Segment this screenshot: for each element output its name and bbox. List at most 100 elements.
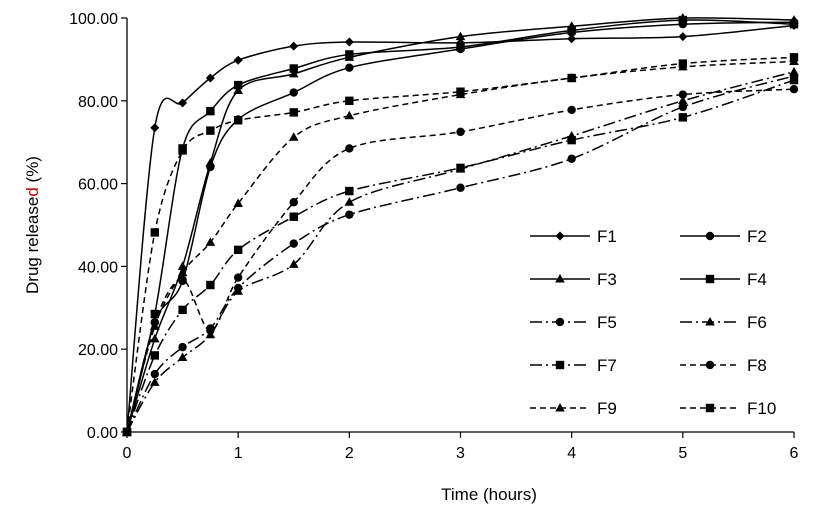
data-point <box>233 80 243 90</box>
legend-label: F1 <box>597 227 617 246</box>
data-point <box>345 63 354 72</box>
x-tick-label: 5 <box>678 445 687 462</box>
data-point <box>567 135 576 145</box>
data-point <box>289 198 298 207</box>
legend: F1 F2 F3 F4 F5 F6 F7 F8 F9 F10 <box>530 227 776 418</box>
x-axis-title: Time (hours) <box>441 485 537 504</box>
data-point <box>206 280 215 290</box>
legend-label: F8 <box>747 356 767 375</box>
legend-entry-f1: F1 <box>530 227 617 246</box>
data-point <box>149 333 160 343</box>
series-f1 <box>122 20 799 437</box>
series-line <box>126 56 795 433</box>
x-tick-label: 1 <box>234 445 243 462</box>
legend-marker <box>705 274 715 284</box>
data-point <box>345 210 354 219</box>
legend-entry-f7: F7 <box>530 356 617 375</box>
x-tick-label: 0 <box>123 445 132 462</box>
x-tick-label: 4 <box>567 445 576 462</box>
data-point <box>205 237 216 246</box>
data-point <box>567 73 576 83</box>
data-point <box>177 261 188 270</box>
data-point <box>678 32 688 42</box>
legend-entry-f6: F6 <box>680 313 767 332</box>
data-point <box>233 85 243 94</box>
data-point <box>344 197 355 206</box>
data-point <box>233 55 243 65</box>
legend-entry-f10: F10 <box>680 399 776 418</box>
legend-marker <box>705 317 715 326</box>
series-line <box>126 88 795 433</box>
data-point <box>233 245 243 255</box>
y-axis-title-part: Drug relea <box>23 214 42 294</box>
data-point <box>345 50 354 59</box>
data-point <box>150 369 159 379</box>
series-line <box>126 71 795 433</box>
y-tick-label: 20.00 <box>78 342 118 359</box>
legend-entry-f4: F4 <box>680 270 767 289</box>
data-point <box>289 41 299 51</box>
legend-entry-f2: F2 <box>680 227 767 246</box>
data-point <box>456 87 465 96</box>
data-point <box>178 98 188 108</box>
y-tick-label: 40.00 <box>78 259 118 276</box>
y-tick-label: 60.00 <box>78 177 118 194</box>
data-point <box>789 75 799 85</box>
y-axis-title-part-highlight: d <box>23 187 42 196</box>
data-point <box>289 239 298 248</box>
legend-marker <box>705 360 715 370</box>
legend-label: F10 <box>747 399 776 418</box>
x-tick-label: 3 <box>456 445 465 462</box>
data-point <box>233 273 243 282</box>
series-layer <box>122 13 799 437</box>
data-point <box>233 286 243 295</box>
legend-entry-f3: F3 <box>530 270 617 289</box>
data-point <box>289 212 298 221</box>
data-point <box>789 20 799 29</box>
data-point <box>206 106 215 116</box>
legend-marker <box>705 231 715 241</box>
data-point <box>150 309 159 319</box>
series-line <box>126 21 795 433</box>
series-f9 <box>122 56 799 436</box>
data-point <box>289 88 298 97</box>
data-point <box>344 37 354 47</box>
legend-marker <box>555 274 565 283</box>
data-point <box>233 198 243 207</box>
data-point <box>455 31 466 41</box>
data-point <box>789 53 799 62</box>
legend-label: F7 <box>597 356 617 375</box>
data-point <box>345 186 354 196</box>
data-point <box>178 275 187 284</box>
legend-marker <box>555 403 565 412</box>
y-tick-label: 100.00 <box>69 11 118 28</box>
legend-label: F2 <box>747 227 767 246</box>
y-axis-title-part: se <box>23 197 42 215</box>
legend-entry-f9: F9 <box>530 399 617 418</box>
data-point <box>150 228 159 237</box>
data-point <box>456 183 465 192</box>
series-f5 <box>122 71 799 437</box>
data-point <box>206 326 215 335</box>
data-point <box>456 42 465 52</box>
series-line <box>126 19 795 433</box>
data-point <box>177 352 188 361</box>
data-point <box>288 132 299 141</box>
series-f4 <box>122 15 799 437</box>
series-line <box>126 17 795 433</box>
data-point <box>678 113 688 122</box>
data-point <box>206 126 215 135</box>
legend-entry-f5: F5 <box>530 313 617 332</box>
data-point <box>345 144 354 153</box>
legend-label: F3 <box>597 270 617 289</box>
data-point <box>233 116 243 125</box>
legend-label: F5 <box>597 313 617 332</box>
data-point <box>178 342 187 352</box>
data-point <box>289 64 298 73</box>
legend-entry-f8: F8 <box>680 356 767 375</box>
data-point <box>567 26 576 35</box>
data-point <box>789 85 799 94</box>
data-point <box>678 90 688 99</box>
data-point <box>567 154 576 163</box>
data-point <box>288 68 299 78</box>
